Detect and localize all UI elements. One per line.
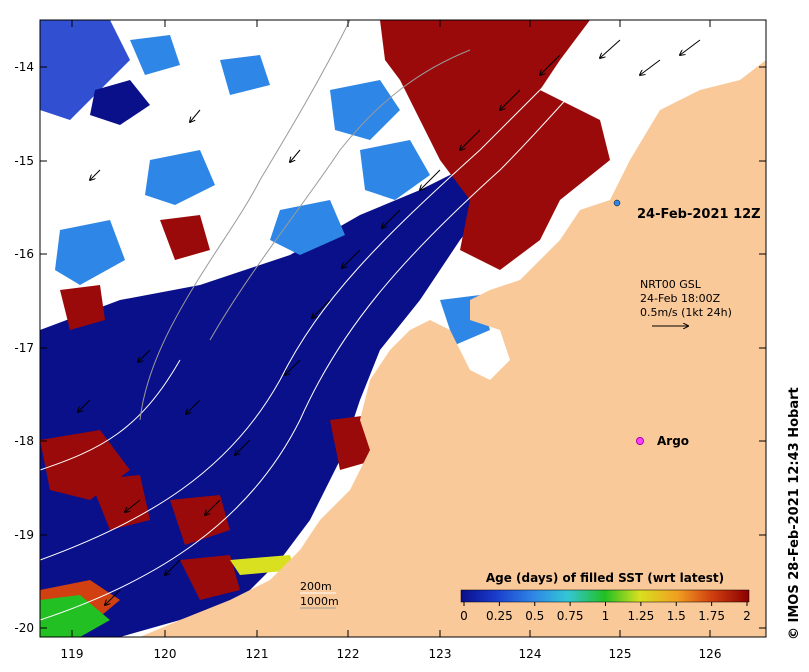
isobath-1000-label: 1000m	[300, 595, 339, 608]
x-tick-label: 125	[609, 647, 632, 661]
float-position-marker	[613, 199, 621, 207]
half-day-patches	[55, 35, 490, 345]
float-time-label: 24-Feb-2021 12Z	[637, 207, 761, 222]
y-tick-label: -17	[14, 341, 34, 355]
x-tick-label: 122	[337, 647, 360, 661]
x-tick-label: 123	[429, 647, 452, 661]
x-tick-label: 120	[154, 647, 177, 661]
x-axis: 119 120 121 122 123 124 125 126	[61, 20, 722, 661]
y-tick-label: -14	[14, 60, 34, 74]
colorbar: Age (days) of filled SST (wrt latest) 0 0…	[460, 571, 751, 623]
colorbar-tick-label: 1.25	[628, 609, 655, 623]
colorbar-tick-label: 0.75	[557, 609, 584, 623]
green-patch	[40, 595, 110, 637]
isobath-200-label: 200m	[300, 580, 332, 593]
x-tick-label: 124	[519, 647, 542, 661]
colorbar-tick-label: 1.75	[698, 609, 725, 623]
colorbar-tick-label: 0.25	[486, 609, 513, 623]
y-tick-label: -19	[14, 528, 34, 542]
argo-marker	[636, 437, 644, 445]
y-tick-label: -18	[14, 434, 34, 448]
current-arrows	[78, 39, 701, 605]
colorbar-tick-label: 1	[602, 609, 610, 623]
map-area	[40, 20, 766, 637]
map-frame	[39, 19, 767, 638]
colorbar-ramp	[460, 589, 750, 603]
argo-label: Argo	[657, 434, 689, 448]
colorbar-title: Age (days) of filled SST (wrt latest)	[486, 571, 724, 585]
colorbar-tick-label: 0	[460, 609, 468, 623]
y-tick-label: -16	[14, 247, 34, 261]
land	[140, 60, 766, 637]
old-sst-region	[380, 20, 610, 270]
x-tick-label: 126	[699, 647, 722, 661]
grey-contours	[139, 20, 471, 421]
y-tick-label: -20	[14, 621, 34, 635]
yellow-patch	[230, 555, 295, 575]
recent-sst-patch	[90, 80, 150, 125]
x-tick-label: 119	[61, 647, 84, 661]
y-tick-label: -15	[14, 154, 34, 168]
recent-sst-region	[40, 165, 500, 637]
current-time-label: 24-Feb 18:00Z	[640, 292, 721, 305]
isobath-lines	[40, 20, 641, 621]
x-tick-label: 121	[246, 647, 269, 661]
credit-label: © IMOS 28-Feb-2021 12:43 Hobart	[787, 387, 802, 640]
y-axis: -14 -15 -16 -17 -18 -19 -20	[14, 60, 766, 635]
arrow-scale-label: 0.5m/s (1kt 24h)	[640, 306, 732, 319]
colorbar-tick-label: 1.5	[667, 609, 686, 623]
colorbar-tick-label: 2	[743, 609, 751, 623]
recent-sst-north	[40, 20, 130, 120]
current-source-label: NRT00 GSL	[640, 278, 702, 291]
colorbar-tick-label: 0.5	[525, 609, 544, 623]
